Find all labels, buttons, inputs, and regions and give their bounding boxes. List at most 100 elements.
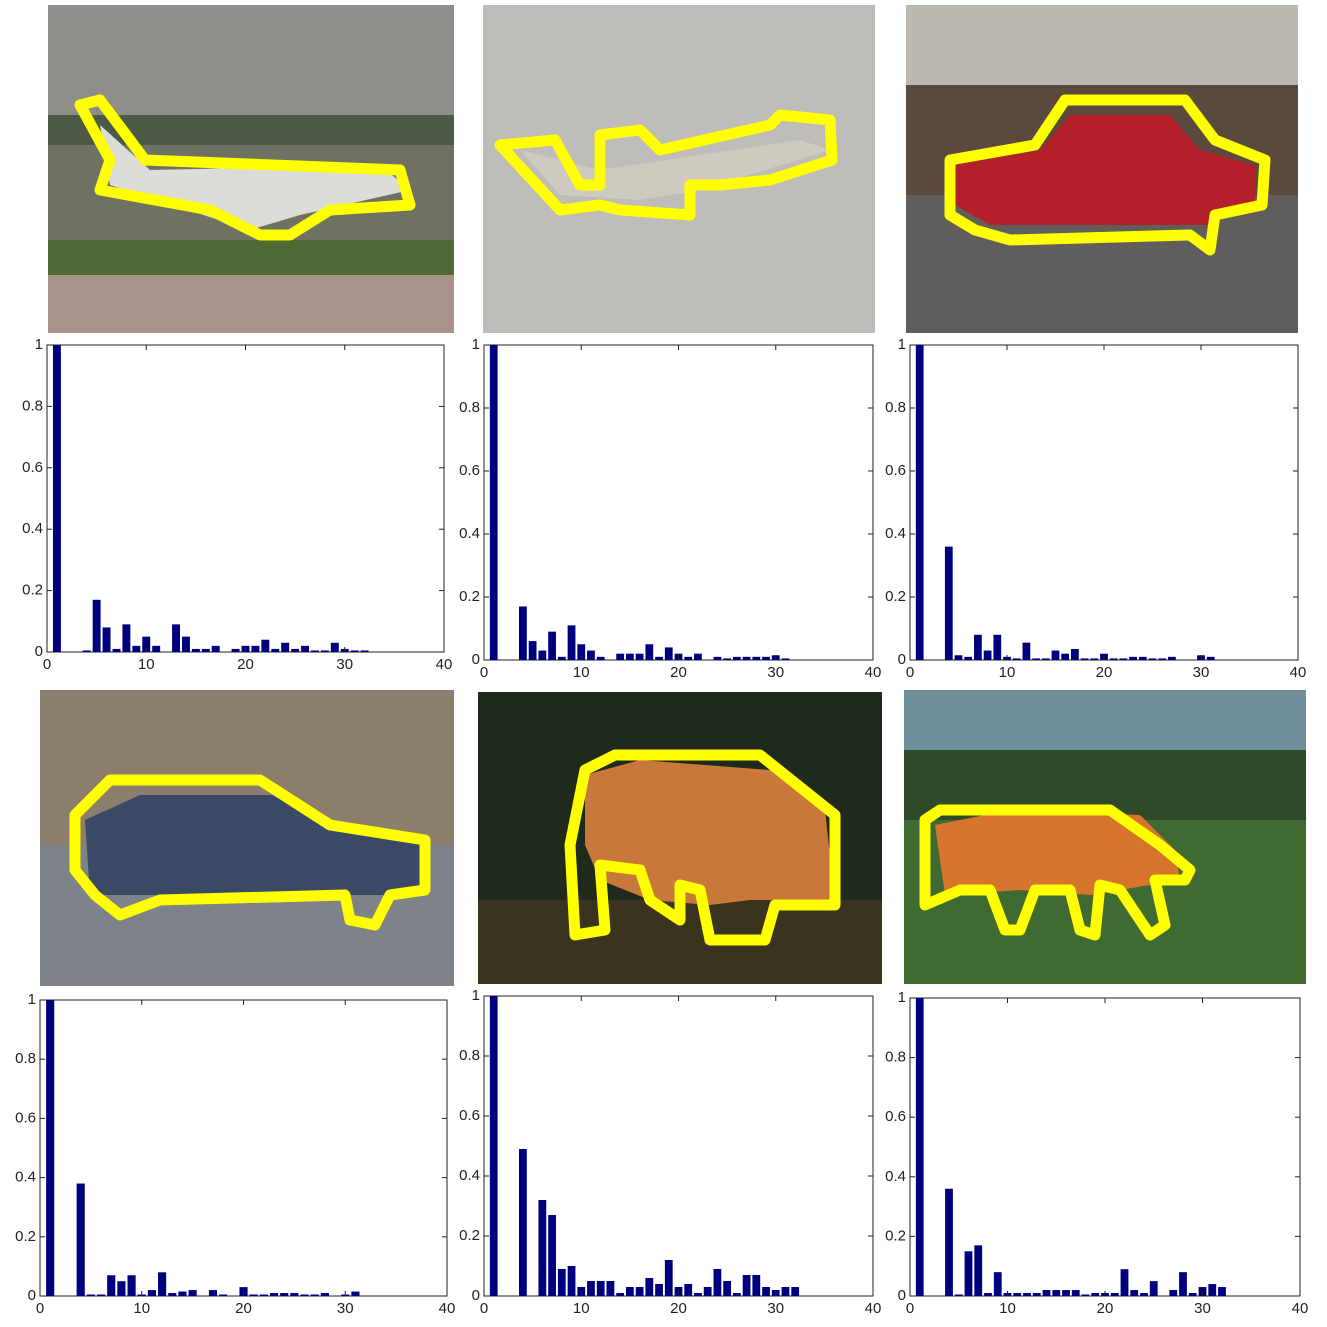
bar xyxy=(158,1272,166,1296)
bar xyxy=(290,1293,298,1296)
bar xyxy=(1033,1293,1041,1296)
bar xyxy=(148,1290,156,1296)
bar xyxy=(791,1287,799,1296)
bar xyxy=(519,1149,527,1296)
photo xyxy=(48,5,454,333)
bar xyxy=(53,345,61,652)
bar xyxy=(538,1200,546,1296)
bar xyxy=(733,657,741,660)
y-tick-label: 0.2 xyxy=(459,588,480,605)
bar xyxy=(219,1295,227,1296)
bar xyxy=(733,1293,741,1296)
y-tick-label: 0.4 xyxy=(459,525,480,542)
y-tick-label: 0.4 xyxy=(885,1168,906,1185)
bar xyxy=(212,646,220,652)
bar xyxy=(655,1284,663,1296)
y-tick-label: 0.4 xyxy=(459,1167,480,1184)
bar xyxy=(994,1272,1002,1296)
photo xyxy=(904,690,1306,984)
bar xyxy=(250,1295,258,1296)
x-tick-label: 20 xyxy=(670,1300,687,1317)
bar xyxy=(984,651,992,660)
x-tick-label: 40 xyxy=(439,1300,456,1317)
y-tick-label: 0.8 xyxy=(22,397,43,414)
bar xyxy=(916,345,924,660)
bar xyxy=(1062,1290,1070,1296)
bar xyxy=(548,1215,556,1296)
bar xyxy=(684,1284,692,1296)
bar xyxy=(655,657,663,660)
bar xyxy=(645,1278,653,1296)
x-tick-label: 30 xyxy=(336,656,353,673)
bar xyxy=(616,654,624,660)
y-tick-label: 0.6 xyxy=(459,1107,480,1124)
bar xyxy=(1168,657,1176,660)
y-tick-label: 1 xyxy=(28,991,36,1008)
bar xyxy=(291,649,299,652)
bar xyxy=(192,649,200,652)
y-tick-label: 0.4 xyxy=(885,525,906,542)
photo xyxy=(906,5,1298,333)
bar xyxy=(46,1000,54,1296)
y-tick-label: 0.8 xyxy=(459,399,480,416)
bar xyxy=(300,1295,308,1296)
y-tick-label: 0.8 xyxy=(15,1050,36,1067)
bar xyxy=(1110,658,1118,660)
bar xyxy=(964,657,972,660)
y-tick-label: 1 xyxy=(472,987,480,1004)
bar xyxy=(93,600,101,652)
bar xyxy=(113,649,121,652)
bar xyxy=(694,1293,702,1296)
x-tick-label: 10 xyxy=(573,664,590,681)
bar xyxy=(587,1281,595,1296)
bar xyxy=(626,1287,634,1296)
figure: 00.20.40.60.8101020304000.20.40.60.81010… xyxy=(0,0,1327,1322)
bar xyxy=(636,654,644,660)
photo xyxy=(478,692,882,984)
x-tick-label: 30 xyxy=(767,664,784,681)
bar xyxy=(752,657,760,660)
bar xyxy=(311,1295,319,1296)
y-tick-label: 0.2 xyxy=(22,582,43,599)
y-tick-label: 0.2 xyxy=(885,1227,906,1244)
bar xyxy=(1189,1293,1197,1296)
bar xyxy=(1218,1287,1226,1296)
x-tick-label: 30 xyxy=(1193,664,1210,681)
bar xyxy=(955,1295,963,1296)
y-tick-label: 0 xyxy=(472,651,480,668)
y-tick-label: 0.2 xyxy=(15,1228,36,1245)
bar xyxy=(351,1292,359,1296)
bar xyxy=(636,1287,644,1296)
bar xyxy=(984,1293,992,1296)
bar xyxy=(587,651,595,660)
bar xyxy=(616,1293,624,1296)
y-tick-label: 1 xyxy=(898,336,906,353)
x-tick-label: 20 xyxy=(670,664,687,681)
bar xyxy=(1149,658,1157,660)
bar xyxy=(1207,657,1215,660)
bar xyxy=(202,649,210,652)
bar xyxy=(1072,1290,1080,1296)
bar xyxy=(260,1295,268,1296)
y-tick-label: 1 xyxy=(35,336,43,353)
bar xyxy=(548,632,556,660)
bar xyxy=(558,657,566,660)
y-tick-label: 0 xyxy=(898,651,906,668)
bar xyxy=(189,1290,197,1296)
y-tick-label: 0.4 xyxy=(15,1169,36,1186)
bar xyxy=(280,1293,288,1296)
x-tick-label: 0 xyxy=(906,664,914,681)
y-tick-label: 0.2 xyxy=(459,1227,480,1244)
bar xyxy=(723,1281,731,1296)
bar xyxy=(1023,1293,1031,1296)
bar xyxy=(1179,1272,1187,1296)
x-tick-label: 40 xyxy=(1292,1300,1309,1317)
bar xyxy=(568,625,576,660)
y-tick-label: 0 xyxy=(472,1287,480,1304)
plot-area xyxy=(910,345,1298,660)
bar xyxy=(77,1184,85,1296)
bar xyxy=(945,1189,953,1296)
bar xyxy=(87,1295,95,1296)
bar xyxy=(684,657,692,660)
x-tick-label: 10 xyxy=(999,664,1016,681)
